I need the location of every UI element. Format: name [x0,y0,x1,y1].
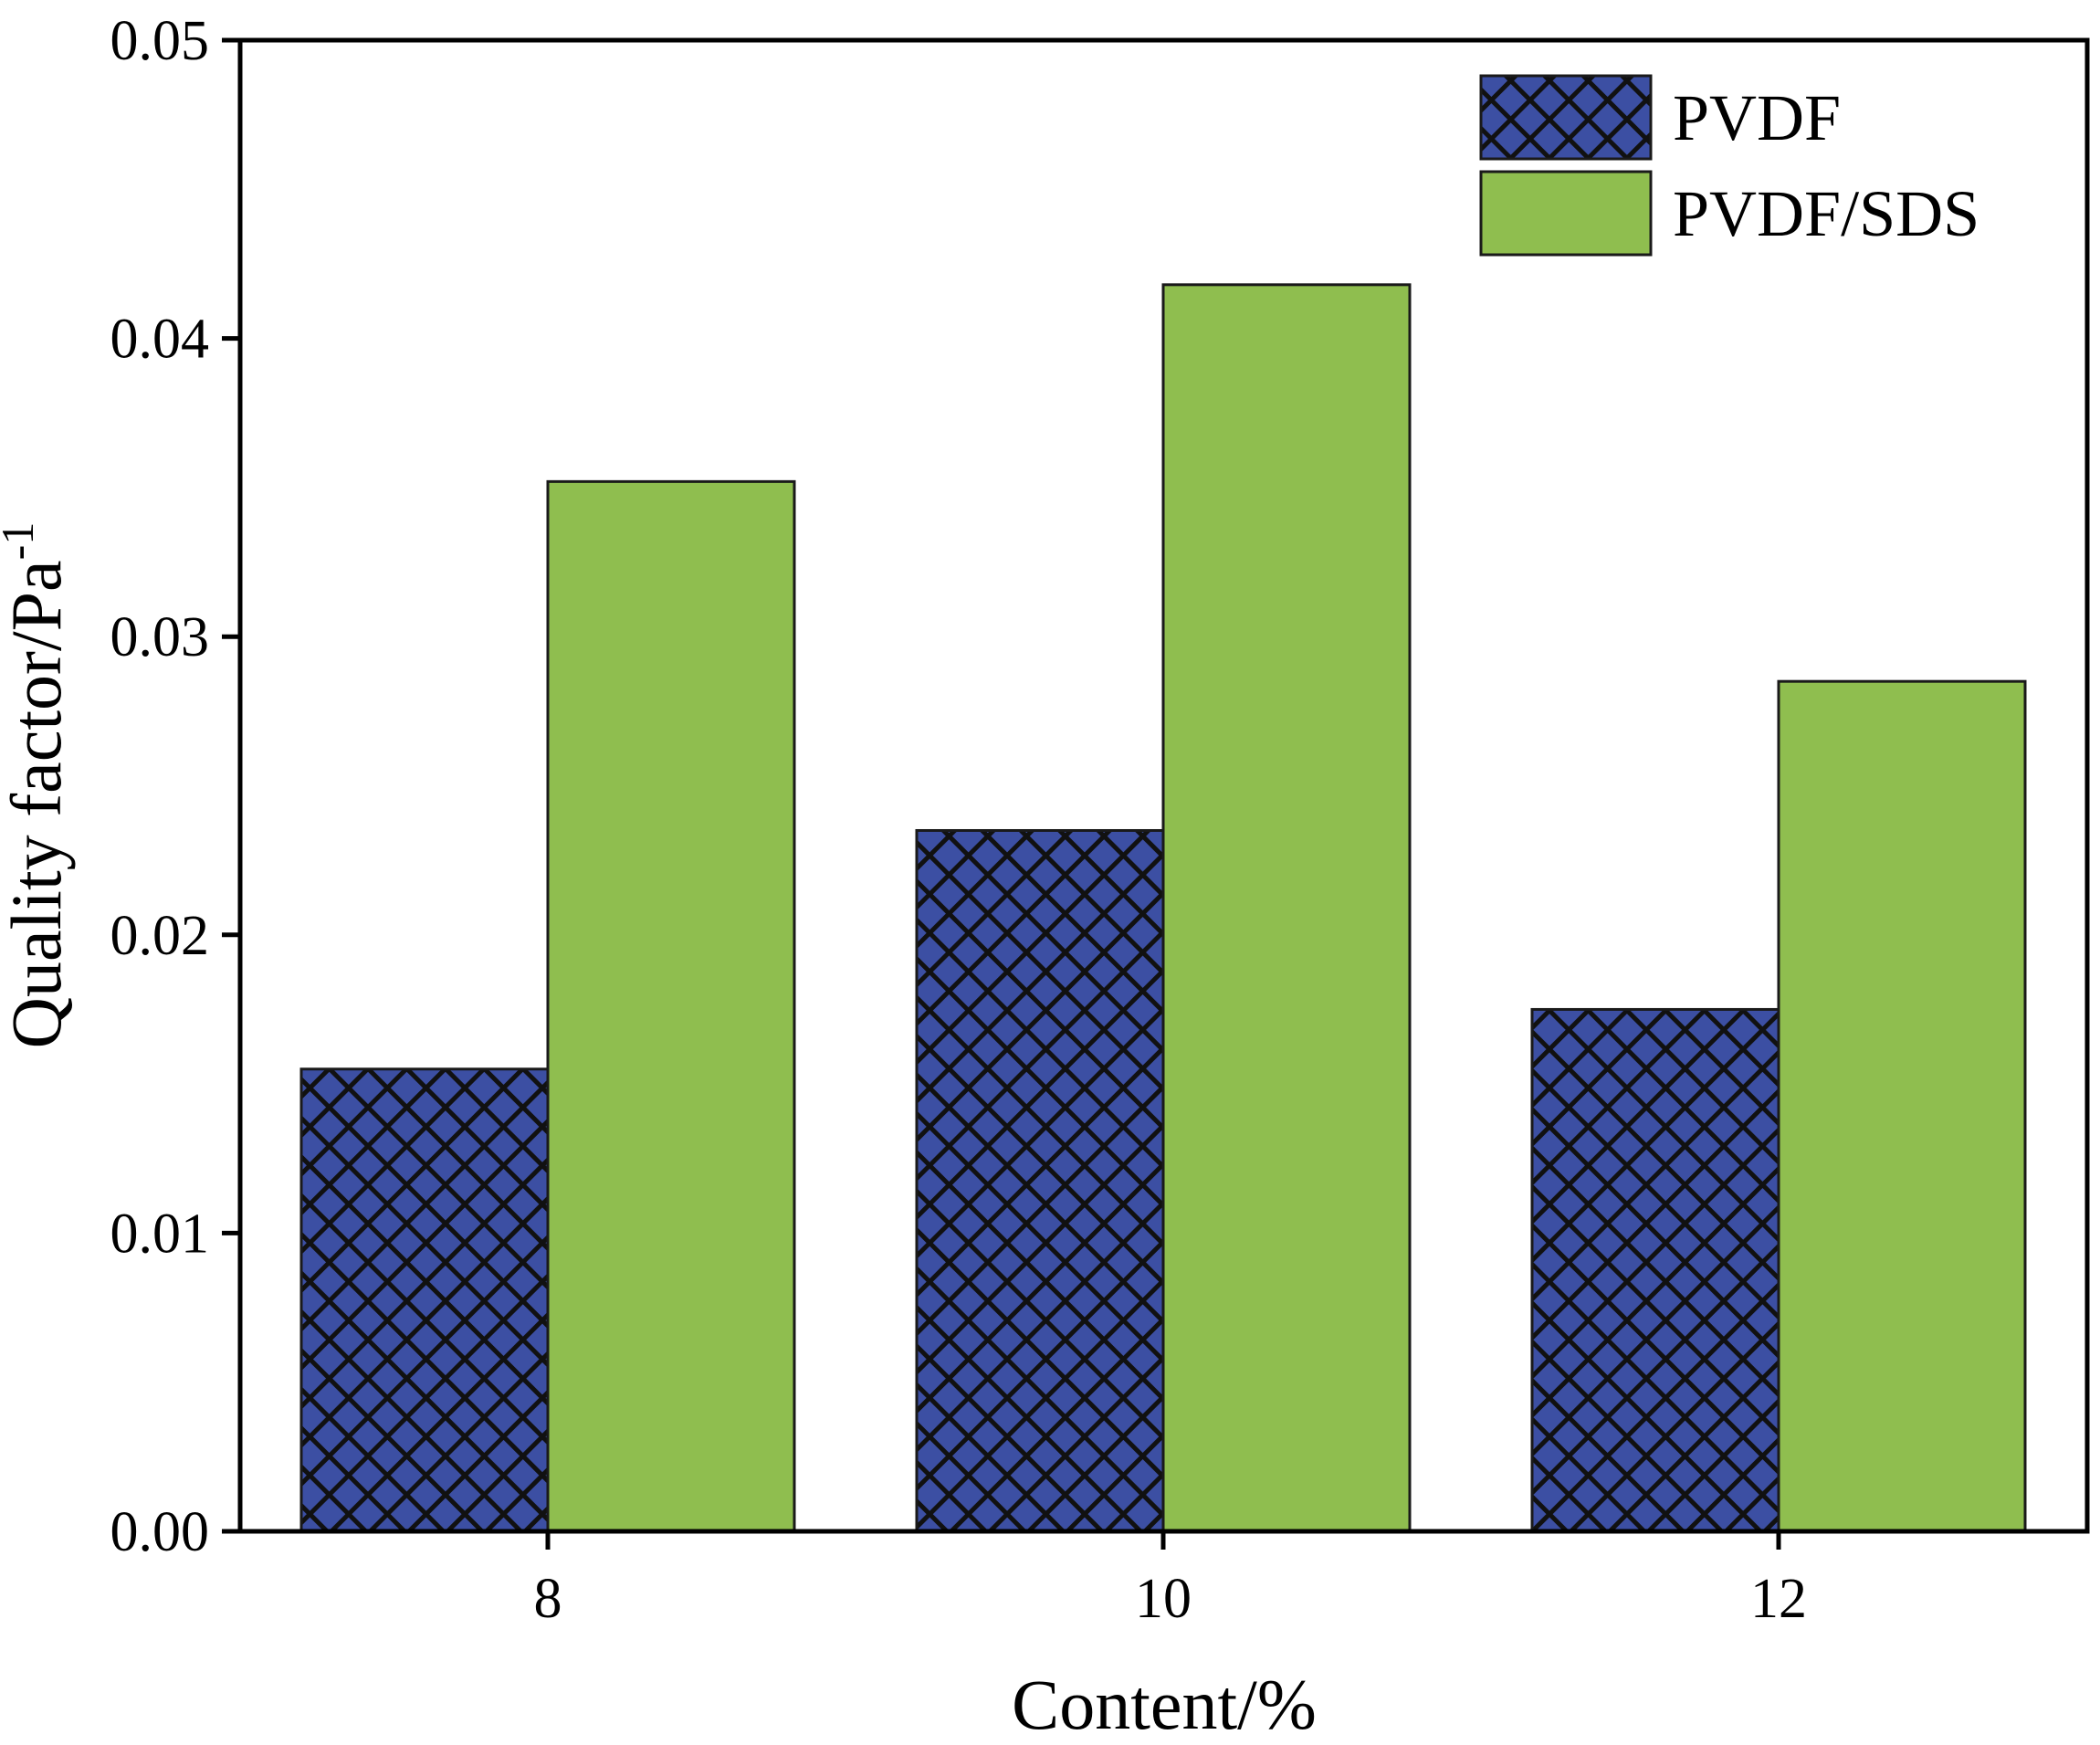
x-axis-title: Content/% [1012,1665,1317,1744]
y-tick-label: 0.02 [110,905,210,967]
y-tick-label: 0.03 [110,606,210,668]
y-axis: 0.00 0.01 0.02 0.03 0.04 0.05 [110,10,240,1563]
y-axis-title: Quality factor/Pa [0,560,76,1048]
x-tick-label: 8 [534,1568,562,1630]
y-axis-title-superscript: -1 [0,522,43,561]
bar-pvdf-sds-8 [546,479,796,1533]
legend-swatch-pvdf [1479,74,1653,161]
x-tick-label: 10 [1135,1568,1192,1630]
bar-pvdf-8 [299,1067,550,1533]
y-axis-title-group: Quality factor/Pa-1 [0,522,76,1049]
bars-layer [299,283,2027,1533]
bar-pvdf-sds-12 [1777,679,2027,1533]
bar-pvdf-12 [1530,1007,1780,1533]
bar-pvdf-10 [915,828,1165,1533]
y-tick-label: 0.01 [110,1203,210,1265]
legend-swatch-pvdf-sds [1479,170,1653,257]
x-axis: 8 10 12 [534,1531,1807,1630]
svg-text:Quality factor/Pa-1: Quality factor/Pa-1 [0,522,76,1049]
y-tick-label: 0.04 [110,309,210,371]
y-tick-label: 0.05 [110,10,210,72]
legend-label: PVDF [1673,81,1841,154]
legend: PVDF PVDF/SDS [1479,74,1979,257]
x-tick-label: 12 [1750,1568,1807,1630]
bar-pvdf-sds-10 [1161,283,1412,1533]
legend-label: PVDF/SDS [1673,177,1979,250]
y-tick-label: 0.00 [110,1501,210,1563]
